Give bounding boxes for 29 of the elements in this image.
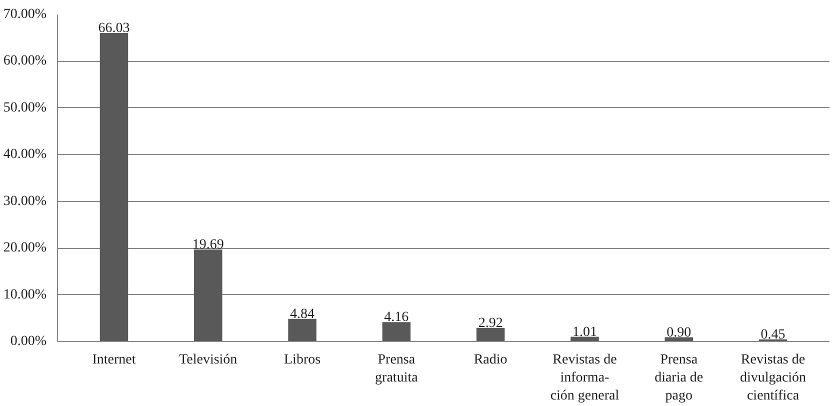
x-tick-label: Televisión [179, 352, 238, 368]
bar [476, 328, 505, 342]
y-tick-label: 70.00% [3, 7, 47, 22]
data-label: 1.01 [572, 324, 597, 340]
data-label: 4.16 [384, 310, 409, 326]
x-tick-label: Revistas de informa- ción general [550, 352, 620, 404]
data-label: 0.90 [666, 325, 692, 340]
y-tick-label: 0.00% [10, 334, 47, 349]
data-label: 2.92 [478, 316, 503, 331]
x-tick-label: Revistas de divulgación científica [740, 352, 806, 404]
bar [194, 250, 222, 342]
bar [382, 322, 411, 342]
x-tick-label: Internet [92, 352, 136, 368]
x-tick-label: Radio [474, 352, 508, 368]
y-tick-label: 40.00% [3, 147, 47, 162]
y-tick-label: 20.00% [3, 240, 47, 256]
bar [288, 318, 316, 342]
y-tick-label: 50.00% [3, 100, 47, 116]
data-label: 4.84 [290, 306, 315, 322]
y-tick-label: 60.00% [3, 54, 47, 69]
data-label: 19.69 [192, 238, 224, 253]
x-tick-label: Libros [284, 352, 321, 368]
data-label: 0.45 [760, 327, 786, 342]
y-tick-label: 10.00% [3, 287, 47, 302]
x-tick-label: Prensa gratuita [375, 352, 419, 386]
x-tick-label: Prensa diaria de pago [654, 352, 704, 404]
data-label: 66.03 [98, 21, 130, 36]
bar [100, 33, 128, 342]
y-tick-label: 30.00% [3, 194, 47, 209]
